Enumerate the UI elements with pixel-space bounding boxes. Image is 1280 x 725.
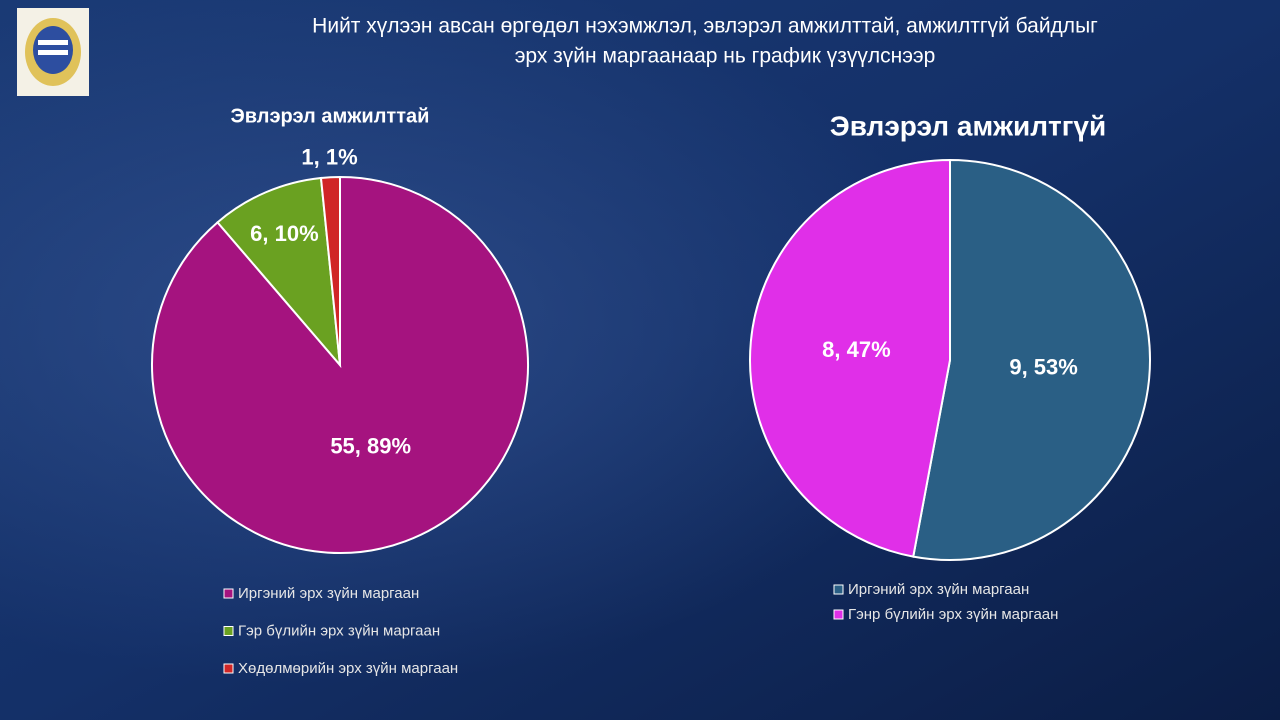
chart-title: Эвлэрэл амжилтгүй [830, 110, 1106, 141]
pie-slice [319, 175, 341, 366]
data-label: 9, 53% [1009, 354, 1078, 379]
pie-slice [216, 176, 342, 369]
legend-marker [223, 663, 234, 674]
pie-slice [749, 158, 951, 558]
legend-marker [833, 609, 844, 620]
slide-title: эрх зүйн маргаанаар нь график үзүүлснээр [515, 45, 936, 68]
slide-title: Нийт хүлээн авсан өргөдөл нэхэмжлэл, эвл… [312, 15, 1098, 38]
legend-label: Хөдөлмөрийн эрх зүйн маргаан [238, 660, 458, 677]
data-label: 8, 47% [822, 337, 891, 362]
data-label: 6, 10% [250, 221, 319, 246]
legend-label: Иргэний эрх зүйн маргаан [848, 581, 1029, 598]
logo [17, 8, 89, 96]
pie-slice [912, 158, 1151, 561]
legend-label: Гэр бүлийн эрх зүйн маргаан [238, 622, 440, 639]
chart-title: Эвлэрэл амжилттай [231, 105, 430, 127]
legend-marker [223, 588, 234, 599]
legend-marker [223, 626, 234, 636]
legend-label: Гэнр бүлийн эрх зүйн маргаан [848, 606, 1058, 623]
data-label: 55, 89% [330, 434, 411, 459]
legend-marker [833, 584, 844, 595]
legend-label: Иргэний эрх зүйн маргаан [238, 585, 419, 602]
data-label: 1, 1% [301, 144, 357, 169]
